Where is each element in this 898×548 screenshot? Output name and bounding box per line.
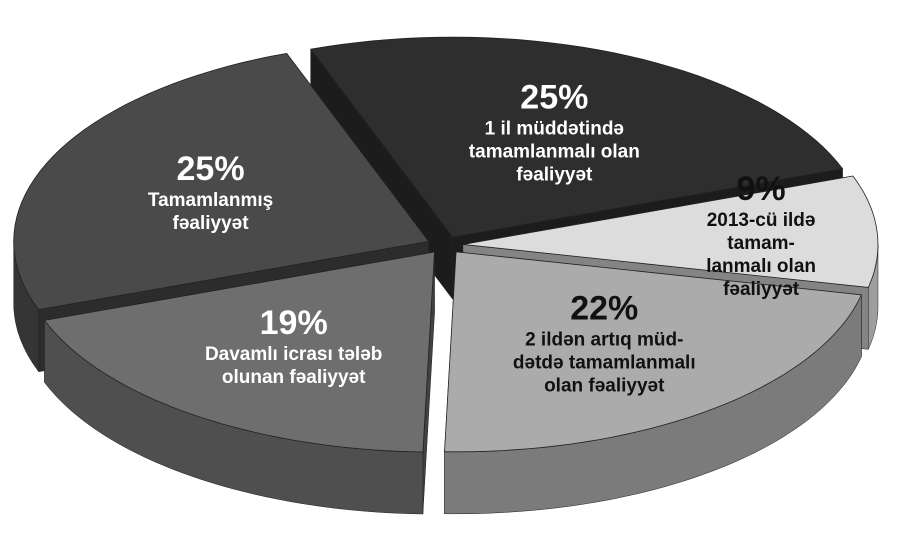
- slice-label: 19% Davamlı icrası tələb olunan fəaliyyət: [205, 303, 382, 389]
- value-label: 19%: [259, 304, 328, 343]
- value-label: 25%: [520, 78, 589, 117]
- value-label: 22%: [570, 289, 639, 328]
- pie-slice: [13, 52, 430, 311]
- pie-sides: [13, 36, 879, 515]
- category-label: Davamlı icrası tələb olunan fəaliyyət: [204, 344, 383, 389]
- value-label: 25%: [176, 150, 245, 189]
- pie-slice: [462, 175, 879, 288]
- value-label: 9%: [736, 169, 786, 208]
- pie-slice: [444, 251, 863, 453]
- category-label: 2013-cü ildə tamam- lanmalı olan fəaliyy…: [706, 209, 816, 300]
- slice-label: 9% 2013-cü ildə tamam- lanmalı olan fəali…: [693, 169, 830, 301]
- slice-label: 25% 1 il müddətində tamamlanmalı olan fəa…: [469, 78, 640, 187]
- category-label: 2 ildən artıq müd- dətdə tamamlanmalı ol…: [512, 329, 696, 397]
- pie-slice: [309, 36, 844, 238]
- slice-label: 25% Tamamlanmış fəaliyyət: [148, 149, 273, 235]
- slice-label: 22% 2 ildən artıq müd- dətdə tamamlanmalı…: [513, 289, 696, 398]
- pie-slice: [43, 251, 435, 453]
- category-label: Tamamlanmış fəaliyyət: [147, 190, 274, 235]
- category-label: 1 il müddətində tamamlanmalı olan fəaliy…: [468, 118, 640, 186]
